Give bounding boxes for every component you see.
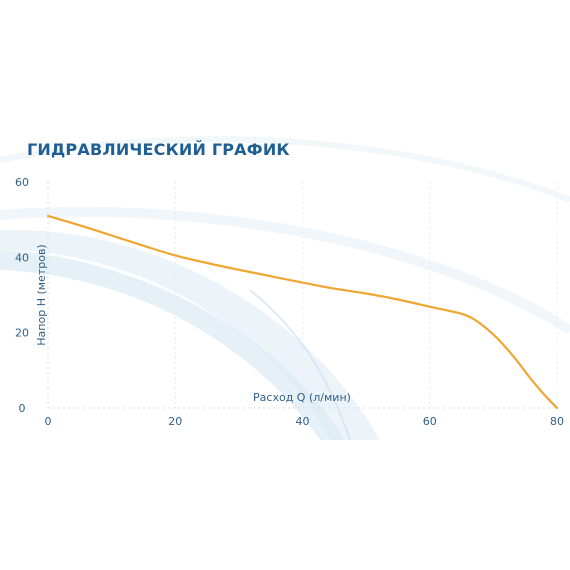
series-line-0 xyxy=(46,214,559,410)
chart-title: ГИДРАВЛИЧЕСКИЙ ГРАФИК xyxy=(27,140,290,159)
y-tick-label-40: 40 xyxy=(15,251,29,264)
y-tick-label-60: 60 xyxy=(15,176,29,189)
y-axis-label: Напор H (метров) xyxy=(35,244,48,345)
series-group xyxy=(46,214,559,410)
y-tick-label-0: 0 xyxy=(19,402,26,415)
tick-labels: 0 20 40 60 80 0 20 40 60 xyxy=(15,176,564,428)
x-tick-label-40: 40 xyxy=(296,415,310,428)
x-tick-label-20: 20 xyxy=(168,415,182,428)
x-tick-label-80: 80 xyxy=(550,415,564,428)
y-tick-label-20: 20 xyxy=(15,327,29,340)
x-tick-label-0: 0 xyxy=(45,415,52,428)
x-tick-label-60: 60 xyxy=(423,415,437,428)
x-axis-label: Расход Q (л/мин) xyxy=(253,391,351,404)
background-swoosh xyxy=(0,136,570,441)
